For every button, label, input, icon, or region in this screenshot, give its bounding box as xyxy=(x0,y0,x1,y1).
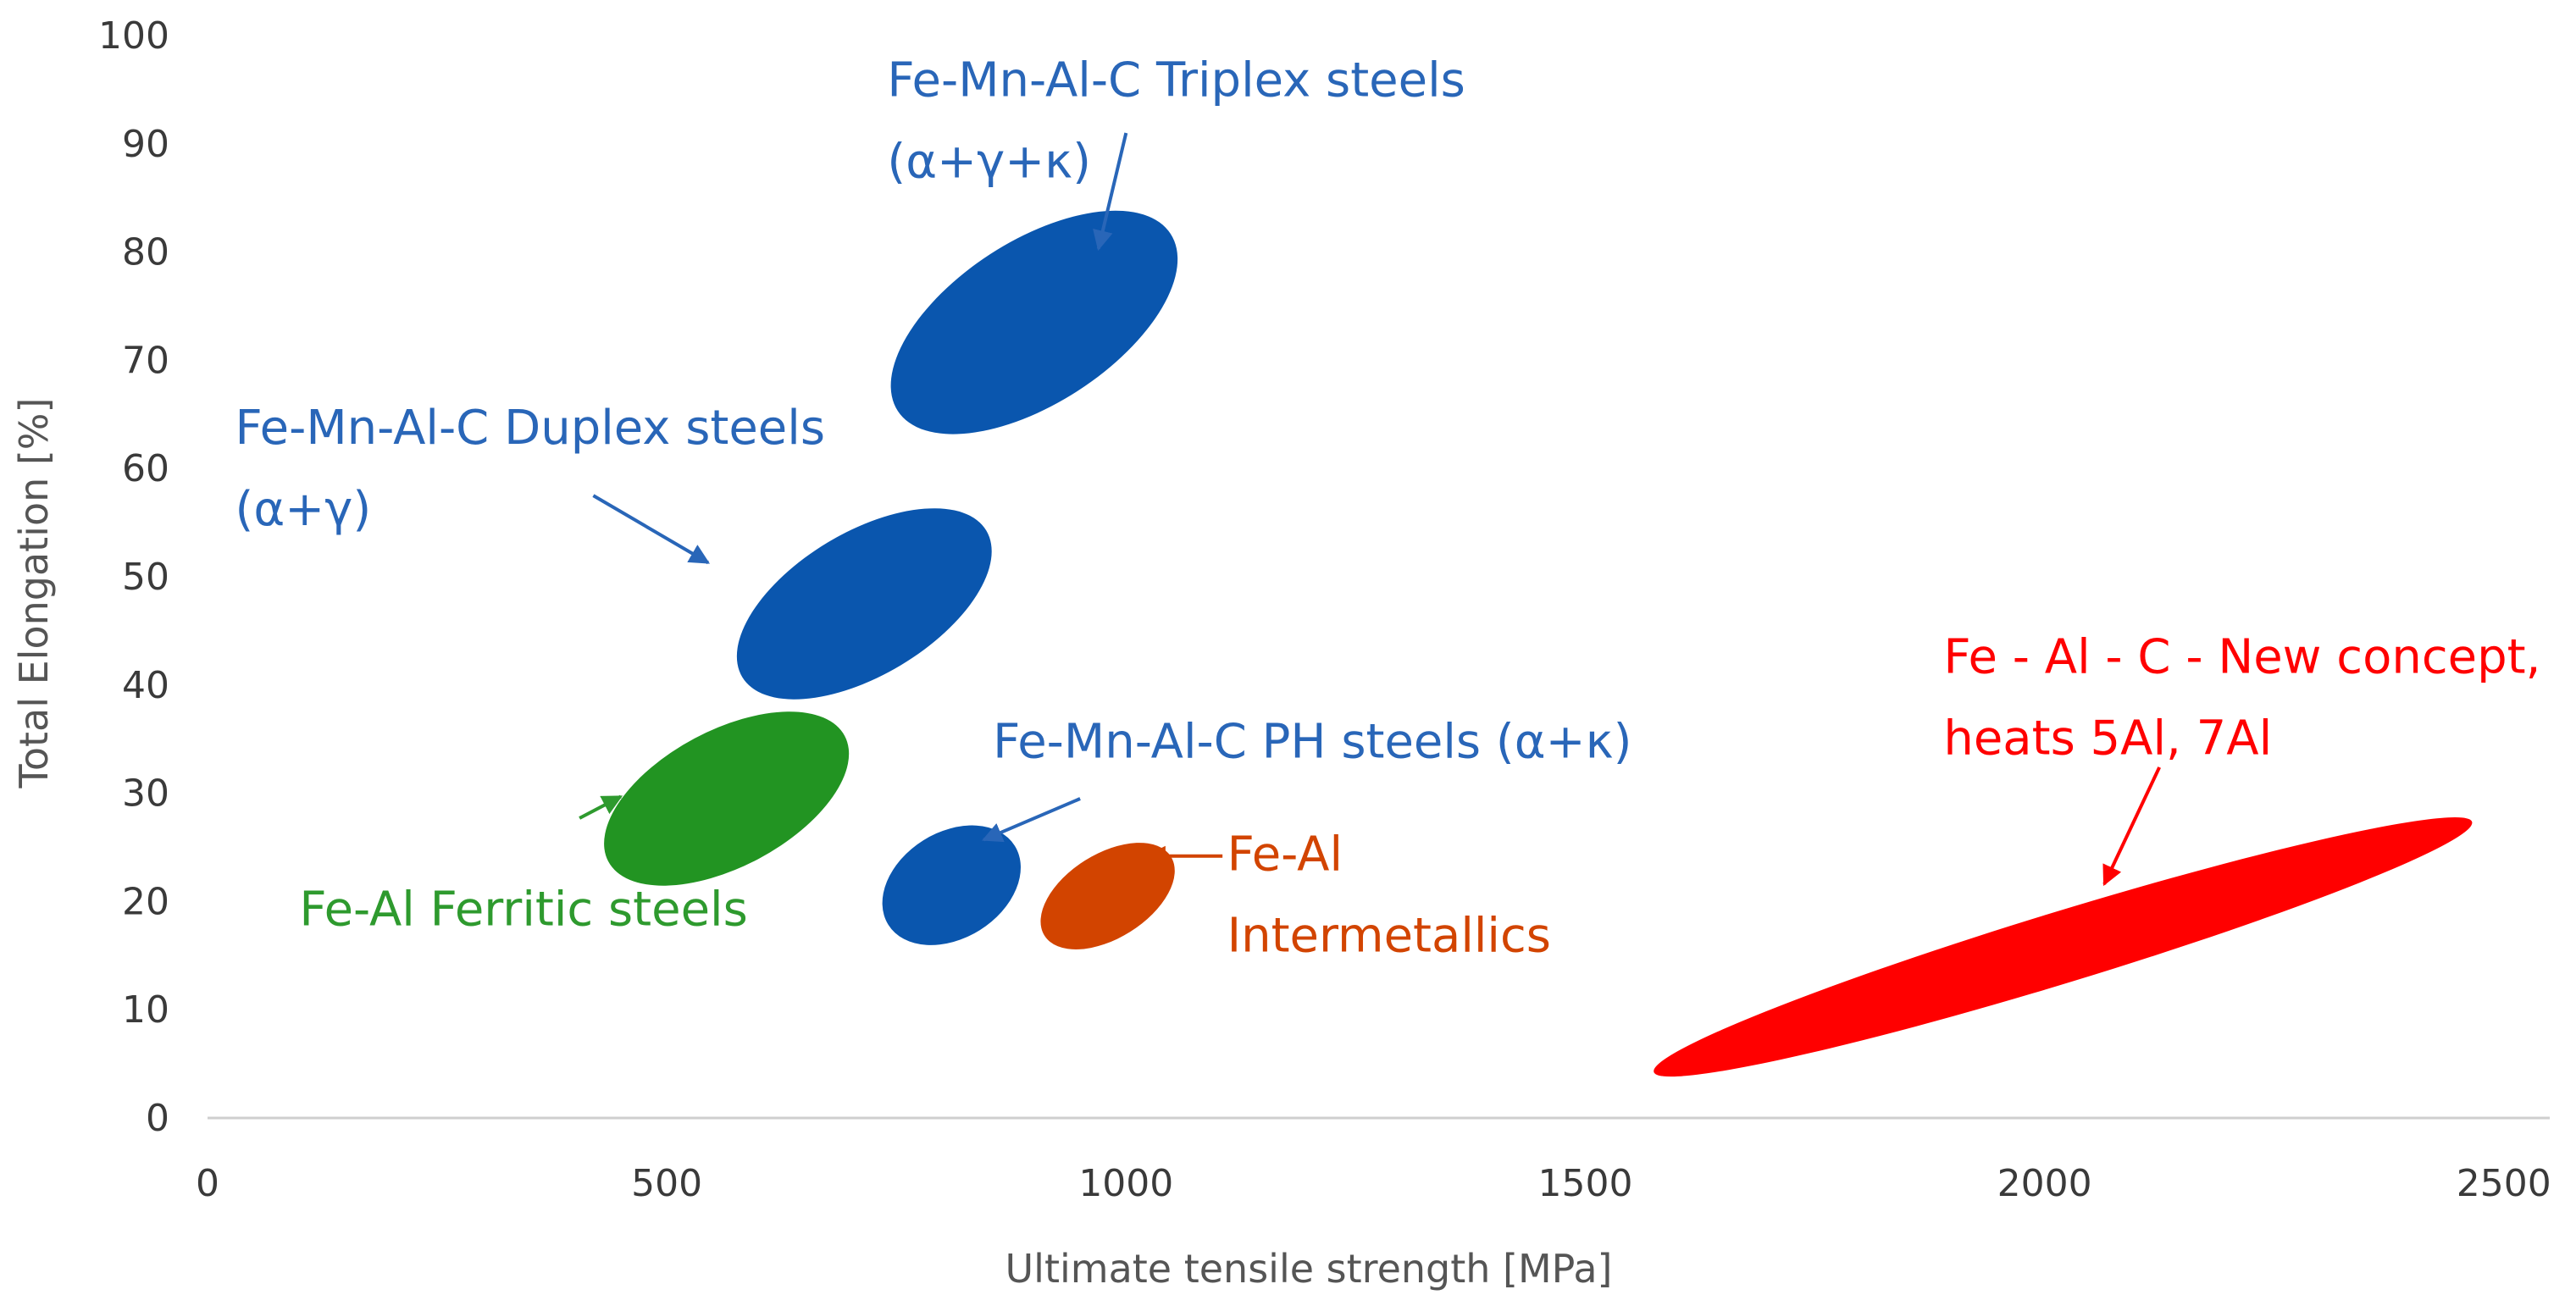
label-triplex-line-1: Fe-Mn-Al-C Triplex steels xyxy=(887,53,1465,108)
y-tick-label: 90 xyxy=(122,123,169,166)
x-tick-label: 500 xyxy=(631,1162,702,1205)
region-intermetallics xyxy=(1040,843,1175,949)
label-duplex-line-1: Fe-Mn-Al-C Duplex steels xyxy=(235,401,825,456)
y-tick-label: 70 xyxy=(122,339,169,382)
region-labels: Fe-Mn-Al-C Triplex steels (α+γ+κ) Fe-Mn-Al… xyxy=(235,53,2541,964)
x-tick-label: 2500 xyxy=(2457,1162,2551,1205)
region-ph xyxy=(882,825,1021,945)
y-tick-label: 0 xyxy=(146,1097,169,1140)
regions xyxy=(604,210,2473,1077)
y-tick-label: 10 xyxy=(122,988,169,1032)
x-axis-ticks: 0 500 1000 1500 2000 2500 xyxy=(196,1162,2551,1205)
x-tick-label: 0 xyxy=(196,1162,219,1205)
region-ferritic xyxy=(604,711,850,886)
label-triplex-line-2: (α+γ+κ) xyxy=(887,135,1091,190)
x-tick-label: 1500 xyxy=(1537,1162,1632,1205)
label-new-concept-line-2: heats 5Al, 7Al xyxy=(1943,711,2272,766)
label-duplex-line-2: (α+γ) xyxy=(235,482,372,537)
y-tick-label: 60 xyxy=(122,447,169,490)
label-new-concept-line-1: Fe - Al - C - New concept, xyxy=(1943,630,2540,685)
x-axis-title: Ultimate tensile strength [MPa] xyxy=(1005,1246,1613,1292)
arrow-ferritic xyxy=(579,794,623,820)
arrow-ph xyxy=(982,797,1081,843)
y-axis-title: Total Elongation [%] xyxy=(11,398,57,789)
y-tick-label: 50 xyxy=(122,556,169,599)
x-tick-label: 1000 xyxy=(1078,1162,1173,1205)
region-triplex xyxy=(890,210,1178,434)
y-tick-label: 30 xyxy=(122,772,169,816)
y-axis-ticks: 0 10 20 30 40 50 60 70 80 90 100 xyxy=(98,14,169,1140)
arrow-new-concept xyxy=(2102,766,2161,887)
region-new-concept xyxy=(1654,817,2473,1077)
arrow-triplex xyxy=(1093,132,1128,252)
label-ferritic-line-1: Fe-Al Ferritic steels xyxy=(299,883,747,938)
label-ph-line-1: Fe-Mn-Al-C PH steels (α+κ) xyxy=(993,714,1631,769)
y-tick-label: 100 xyxy=(98,14,169,58)
y-tick-label: 80 xyxy=(122,231,169,274)
y-tick-label: 40 xyxy=(122,664,169,707)
label-intermetallics-line-2: Intermetallics xyxy=(1227,908,1551,963)
label-intermetallics-line-1: Fe-Al xyxy=(1227,827,1343,882)
x-tick-label: 2000 xyxy=(1997,1162,2092,1205)
y-tick-label: 20 xyxy=(122,880,169,923)
region-duplex xyxy=(736,508,992,700)
arrow-duplex xyxy=(592,494,711,565)
